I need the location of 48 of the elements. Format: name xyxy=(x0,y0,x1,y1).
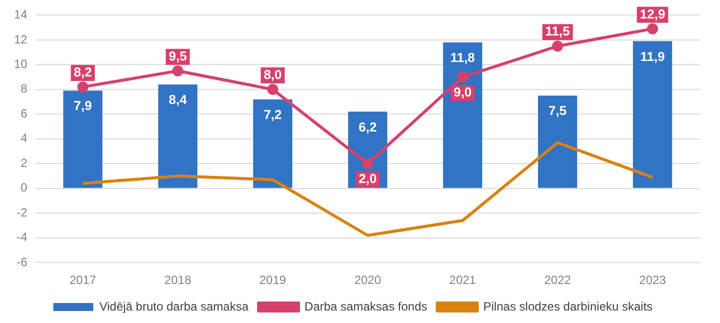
point xyxy=(267,84,278,95)
y-tick-label: 4 xyxy=(20,131,28,146)
legend-label: Vidējā bruto darba samaksa xyxy=(99,299,249,314)
point xyxy=(552,40,564,52)
point xyxy=(457,72,468,83)
legend-label: Darba samaksas fonds xyxy=(304,299,428,314)
data-label: 7,9 xyxy=(74,98,92,114)
y-tick-label: 8 xyxy=(20,82,28,96)
data-label: 9,0 xyxy=(454,84,472,100)
bar xyxy=(632,41,672,188)
data-label: 11,5 xyxy=(545,24,570,39)
data-label: 9,5 xyxy=(168,48,187,64)
data-label: 7,5 xyxy=(548,103,567,118)
bar xyxy=(443,42,482,188)
point xyxy=(647,23,658,34)
y-tick-label: -6 xyxy=(16,254,28,269)
x-tick-label: 2022 xyxy=(544,273,572,288)
y-tick-label: -2 xyxy=(16,205,28,220)
y-tick-label: 14 xyxy=(14,8,28,22)
x-tick-label: 2017 xyxy=(69,273,96,288)
legend-label: Pilnas slodzes darbinieku skaits xyxy=(483,299,653,314)
y-tick-label: 6 xyxy=(20,106,28,120)
x-tick-label: 2019 xyxy=(259,273,286,288)
y-tick-label: 0 xyxy=(20,180,28,195)
y-tick-label: 12 xyxy=(14,32,28,46)
data-label: 6,2 xyxy=(358,119,377,134)
x-tick-label: 2021 xyxy=(449,273,476,288)
bar xyxy=(63,90,102,188)
data-label: 8,4 xyxy=(168,92,188,108)
bar xyxy=(158,84,198,188)
data-label: 7,2 xyxy=(264,106,282,122)
x-tick-label: 2023 xyxy=(639,273,666,288)
x-tick-label: 2020 xyxy=(354,273,382,288)
data-label: 12,9 xyxy=(640,6,666,22)
y-tick-label: 2 xyxy=(20,156,28,170)
bar xyxy=(538,96,578,188)
bar xyxy=(253,99,292,188)
x-tick-label: 2018 xyxy=(164,273,192,288)
data-label: 11,9 xyxy=(640,48,665,64)
data-label: 8,2 xyxy=(74,64,92,80)
point xyxy=(362,158,374,170)
data-label: 8,0 xyxy=(264,67,282,82)
y-tick-label: 10 xyxy=(14,56,28,71)
data-label: 2,0 xyxy=(358,171,377,186)
point xyxy=(77,81,88,92)
data-label: 11,8 xyxy=(450,50,475,65)
point xyxy=(172,65,184,76)
y-tick-label: -4 xyxy=(16,230,28,244)
